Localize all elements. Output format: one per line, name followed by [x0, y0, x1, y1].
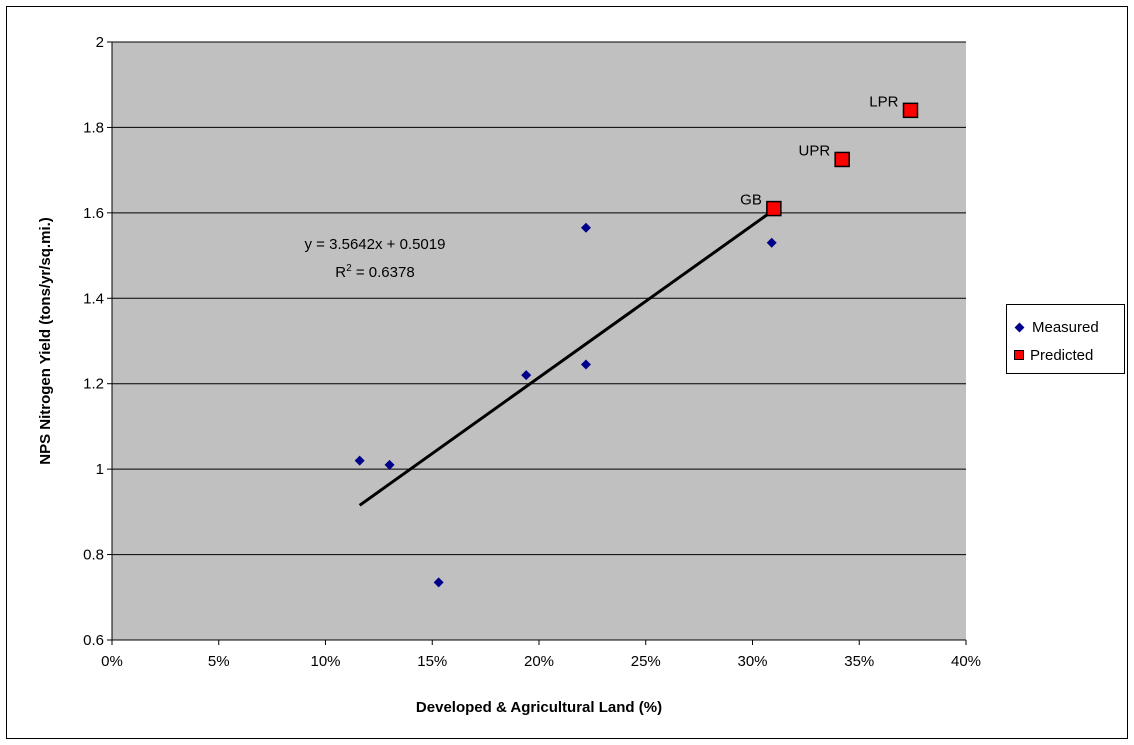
x-tick-label: 10% [310, 653, 340, 670]
y-tick-label: 1.2 [83, 376, 104, 393]
data-points: GB UPR LPR [354, 93, 919, 588]
x-tick-label: 20% [524, 653, 554, 670]
x-tick-label: 40% [951, 653, 981, 670]
measured-point [580, 222, 591, 233]
point-label: GB [740, 192, 762, 209]
x-tick-label: 5% [208, 653, 230, 670]
diamond-marker-icon [1014, 322, 1025, 332]
point-label: UPR [798, 142, 830, 159]
x-axis-title: Developed & Agricultural Land (%) [416, 699, 662, 716]
y-tick-label: 1 [96, 461, 104, 478]
point-label: LPR [869, 93, 898, 110]
legend-item-predicted: Predicted [1013, 345, 1093, 365]
legend: Measured Predicted [1006, 304, 1125, 374]
y-tick-label: 1.6 [83, 205, 104, 222]
measured-point [521, 370, 532, 381]
trendline [358, 210, 773, 507]
y-axis-ticks: 0.6 0.8 1 1.2 1.4 1.6 1.8 2 [83, 34, 112, 649]
predicted-point [766, 200, 782, 217]
measured-point [766, 237, 777, 248]
x-axis-ticks: 0% 5% 10% 15% 20% 25% 30% 35% 40% [101, 640, 981, 670]
legend-label-measured: Measured [1032, 318, 1099, 336]
y-tick-label: 2 [96, 34, 104, 51]
y-tick-label: 1.8 [83, 119, 104, 136]
y-tick-label: 1.4 [83, 290, 104, 307]
measured-point [433, 577, 444, 588]
r-squared-prefix: R [335, 264, 346, 281]
x-tick-label: 0% [101, 653, 123, 670]
y-tick-label: 0.6 [83, 632, 104, 649]
predicted-point [834, 151, 850, 168]
y-axis-title: NPS Nitrogen Yield (tons/yr/sq.mi.) [37, 217, 54, 465]
legend-label-predicted: Predicted [1030, 346, 1094, 364]
x-tick-label: 25% [631, 653, 661, 670]
x-tick-label: 15% [417, 653, 447, 670]
r-squared-value: = 0.6378 [352, 264, 415, 281]
plot-area [112, 42, 966, 640]
gridlines [112, 41, 966, 556]
measured-point [580, 359, 591, 370]
x-tick-label: 35% [844, 653, 874, 670]
measured-point [354, 455, 365, 466]
r-squared-label: R2 = 0.6378 [335, 263, 414, 281]
y-tick-label: 0.8 [83, 547, 104, 564]
measured-point [384, 459, 395, 470]
predicted-point [902, 102, 919, 119]
legend-item-measured: Measured [1013, 317, 1099, 337]
trendline-equation: y = 3.5642x + 0.5019 [305, 236, 446, 253]
square-marker-icon [1014, 350, 1024, 360]
x-tick-label: 30% [737, 653, 767, 670]
r-squared-superscript: 2 [346, 263, 352, 274]
